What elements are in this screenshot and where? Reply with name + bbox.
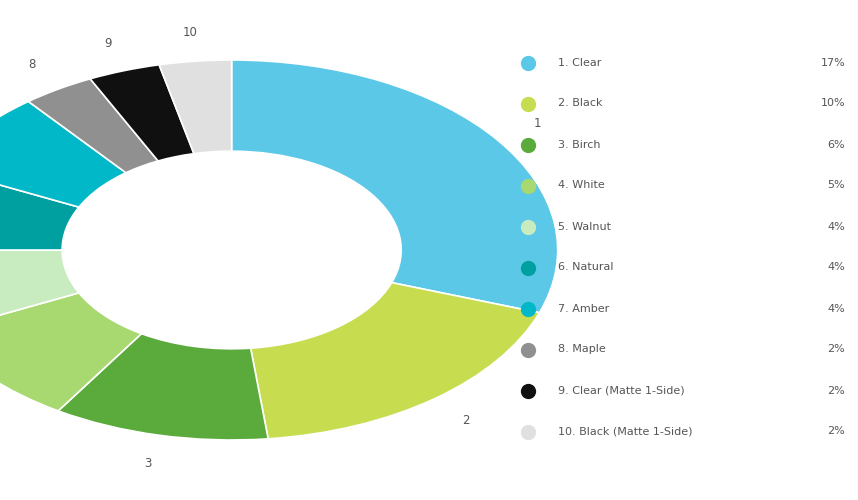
Text: 17%: 17% [820,58,845,68]
Wedge shape [90,65,194,161]
Text: 4. White: 4. White [558,180,604,190]
Text: 4%: 4% [827,304,845,314]
Text: 9. Clear (Matte 1-Side): 9. Clear (Matte 1-Side) [558,386,685,396]
Wedge shape [0,293,142,411]
Text: 5. Walnut: 5. Walnut [558,222,611,232]
Wedge shape [0,168,79,250]
Text: 2%: 2% [827,426,845,436]
Text: 10%: 10% [820,98,845,108]
Wedge shape [232,60,558,313]
Wedge shape [251,282,540,439]
Wedge shape [0,102,126,207]
Text: 9: 9 [104,38,112,51]
Wedge shape [0,250,79,332]
Text: 8: 8 [28,58,36,71]
Wedge shape [58,334,269,440]
Text: 5%: 5% [827,180,845,190]
Text: 3. Birch: 3. Birch [558,140,601,149]
Text: 2%: 2% [827,344,845,354]
Text: 1. Clear: 1. Clear [558,58,601,68]
Text: 4%: 4% [827,222,845,232]
Text: 2: 2 [462,414,469,428]
Text: 8. Maple: 8. Maple [558,344,606,354]
Text: 1: 1 [534,117,541,130]
Text: 2%: 2% [827,386,845,396]
Text: 4%: 4% [827,262,845,272]
Wedge shape [28,79,158,173]
Wedge shape [159,60,232,154]
Text: 10: 10 [182,26,197,40]
Text: 6%: 6% [827,140,845,149]
Text: 2. Black: 2. Black [558,98,602,108]
Text: 10. Black (Matte 1-Side): 10. Black (Matte 1-Side) [558,426,692,436]
Text: 3: 3 [144,456,152,469]
Text: 6. Natural: 6. Natural [558,262,613,272]
Text: 7. Amber: 7. Amber [558,304,609,314]
